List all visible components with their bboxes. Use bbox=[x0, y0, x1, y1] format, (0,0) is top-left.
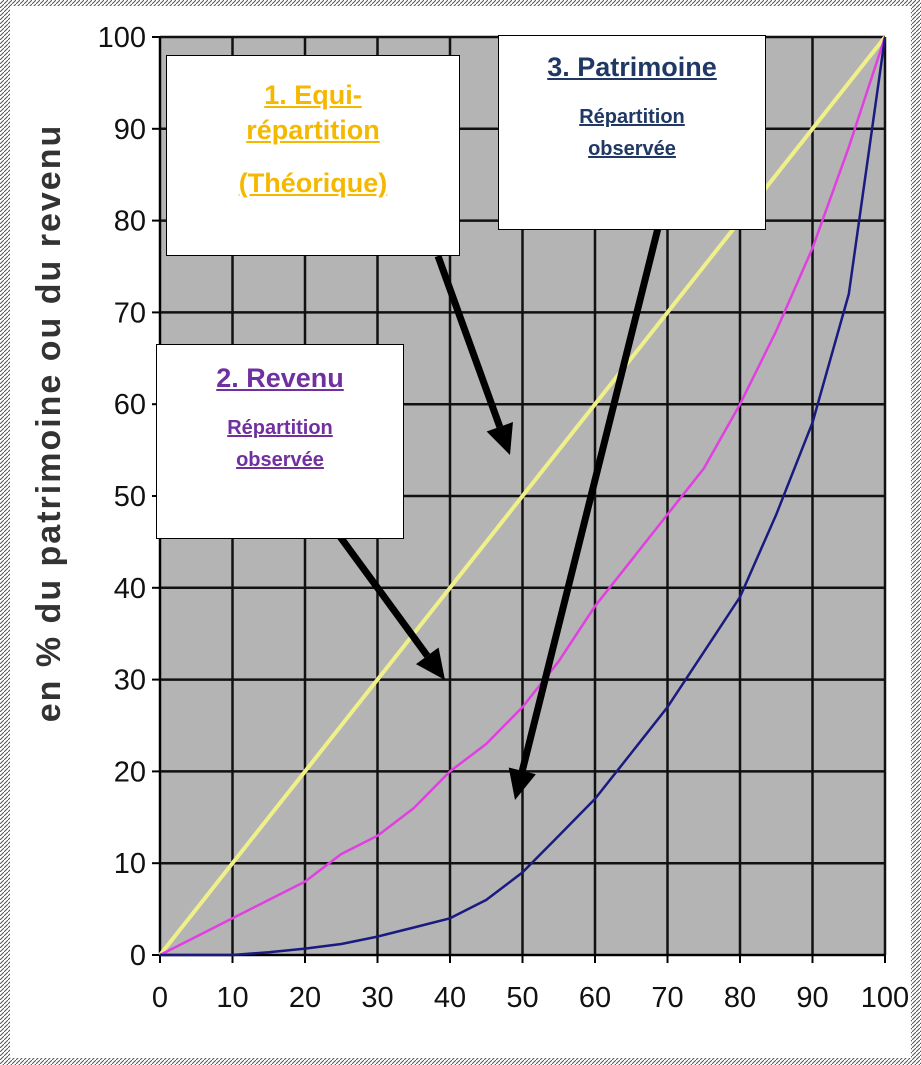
x-tick-label: 90 bbox=[796, 982, 828, 1014]
y-tick-label: 40 bbox=[114, 573, 146, 605]
x-tick-label: 50 bbox=[506, 982, 538, 1014]
callout-title-line: 1. Equi- bbox=[264, 80, 362, 110]
y-tick-label: 50 bbox=[114, 481, 146, 513]
x-tick-label: 100 bbox=[861, 982, 909, 1014]
arrow-to-equirepartition-head bbox=[486, 422, 513, 455]
callout-title-line: 3. Patrimoine bbox=[547, 52, 717, 82]
y-tick-label: 100 bbox=[98, 22, 146, 54]
arrow-to-revenu-head bbox=[415, 647, 445, 680]
x-tick-label: 60 bbox=[579, 982, 611, 1014]
y-tick-label: 60 bbox=[114, 389, 146, 421]
arrow-to-patrimoine-head bbox=[508, 767, 536, 800]
y-tick-label: 20 bbox=[114, 756, 146, 788]
y-tick-label: 70 bbox=[114, 297, 146, 329]
x-tick-label: 80 bbox=[724, 982, 756, 1014]
x-tick-label: 0 bbox=[152, 982, 168, 1014]
callout-patrimoine: 3. Patrimoine Répartition observée bbox=[498, 35, 766, 230]
y-tick-label: 10 bbox=[114, 848, 146, 880]
y-tick-label: 30 bbox=[114, 665, 146, 697]
x-tick-label: 30 bbox=[361, 982, 393, 1014]
series-revenu-line bbox=[159, 36, 887, 957]
arrow-to-equirepartition-shaft bbox=[434, 254, 504, 428]
y-tick-label: 80 bbox=[114, 206, 146, 238]
y-axis-label: en % du patrimoine ou du revenu bbox=[30, 124, 68, 723]
callout-equirepartition: 1. Equi- répartition (Théorique) bbox=[166, 55, 460, 256]
x-tick-label: 40 bbox=[434, 982, 466, 1014]
callout-subtitle-line: Répartition bbox=[227, 417, 333, 440]
callout-revenu: 2. Revenu Répartition observée bbox=[156, 344, 404, 539]
callout-subtitle-line: Répartition bbox=[579, 106, 685, 129]
callout-title-line: 2. Revenu bbox=[216, 363, 344, 393]
x-tick-label: 20 bbox=[289, 982, 321, 1014]
callout-title-line: répartition bbox=[246, 115, 380, 146]
callout-title-line: (Théorique) bbox=[238, 168, 388, 199]
arrow-to-patrimoine-shaft bbox=[518, 227, 662, 772]
x-tick-label: 10 bbox=[216, 982, 248, 1014]
series-patrimoine-line bbox=[160, 36, 887, 957]
y-tick-label: 0 bbox=[130, 940, 146, 972]
x-tick-label: 70 bbox=[651, 982, 683, 1014]
callout-subtitle-line: observée bbox=[588, 138, 676, 161]
y-tick-label: 90 bbox=[114, 114, 146, 146]
callout-subtitle-line: observée bbox=[236, 449, 324, 472]
